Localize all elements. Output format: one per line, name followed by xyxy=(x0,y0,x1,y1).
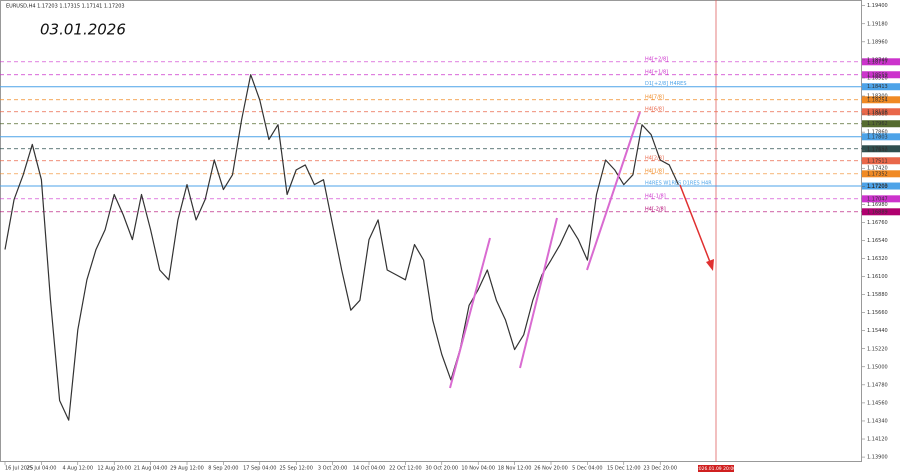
level-price-box xyxy=(862,120,900,128)
level-price-box xyxy=(862,133,900,141)
x-tick-label: 29 Aug 12:00 xyxy=(170,466,204,472)
y-tick-label: 1.13900 xyxy=(867,455,888,461)
y-tick-label: 1.17420 xyxy=(867,166,888,172)
level-price-box xyxy=(862,182,900,190)
forecast-arrow xyxy=(679,184,711,263)
x-tick-label: 3 Oct 20:00 xyxy=(318,466,347,472)
trend-line xyxy=(519,217,558,369)
price-line xyxy=(4,74,679,421)
y-tick-label: 1.18300 xyxy=(867,94,888,100)
level-price-label: 1.17511 xyxy=(867,158,888,164)
y-tick-label: 1.15000 xyxy=(867,364,888,370)
level-label: D1[+2/8] H4RES xyxy=(645,81,687,87)
level-price-label: 1.17962 xyxy=(867,121,888,127)
x-tick-label: 25 Jul 04:00 xyxy=(26,466,56,472)
level-label: H4[-1/8] xyxy=(645,193,666,199)
x-tick-label: 21 Aug 04:00 xyxy=(134,466,168,472)
trend-line xyxy=(586,111,641,271)
level-label: H4[7/8] xyxy=(645,94,664,100)
time-marker-box xyxy=(698,465,734,472)
level-price-box xyxy=(862,96,900,104)
level-label: H4RES W1RES D1RES H4R xyxy=(645,181,712,187)
x-tick-label: 10 Nov 04:00 xyxy=(461,466,495,472)
y-tick-label: 1.15660 xyxy=(867,310,888,316)
y-tick-label: 1.16540 xyxy=(867,238,888,244)
y-tick-label: 1.19400 xyxy=(867,3,888,9)
y-tick-label: 1.18960 xyxy=(867,39,888,45)
y-tick-label: 1.16320 xyxy=(867,256,888,262)
y-tick-label: 1.14560 xyxy=(867,400,888,406)
level-price-box xyxy=(862,195,900,203)
level-label: H4[1/8] xyxy=(645,168,664,174)
y-tick-label: 1.15220 xyxy=(867,346,888,352)
y-tick-label: 1.14120 xyxy=(867,437,888,443)
x-tick-label: 5 Dec 04:00 xyxy=(572,466,602,472)
level-label: H4[+1/8] xyxy=(645,69,668,75)
level-price-box xyxy=(862,71,900,79)
x-tick-label: 17 Sep 04:00 xyxy=(243,466,276,472)
x-tick-label: 4 Aug 12:00 xyxy=(63,466,94,472)
level-price-label: 1.18108 xyxy=(867,109,888,115)
x-tick-label: 26 Nov 20:00 xyxy=(534,466,568,472)
level-price-label: 1.16889 xyxy=(867,209,888,215)
y-tick-label: 1.16100 xyxy=(867,274,888,280)
x-tick-label: 16 Jul 2025 xyxy=(5,466,33,472)
x-tick-label: 15 Dec 12:00 xyxy=(607,466,641,472)
level-price-label: 1.18717 xyxy=(867,59,888,65)
level-price-label: 1.17803 xyxy=(867,134,888,140)
level-price-label: 1.17352 xyxy=(867,171,888,177)
trend-lines xyxy=(449,111,714,389)
x-tick-label: 22 Oct 12:00 xyxy=(389,466,422,472)
levels: H4[+2/8] 1.18717 H4[+1/8] 1.18559 D1[+2/8] H… xyxy=(0,56,900,216)
level-price-label: 1.18413 xyxy=(867,84,888,90)
y-tick-label: 1.17640 xyxy=(867,148,888,154)
x-tick-label: 25 Sep 12:00 xyxy=(280,466,313,472)
level-price-box xyxy=(862,208,900,216)
series xyxy=(4,74,679,421)
y-tick-label: 1.17860 xyxy=(867,130,888,136)
annotation: 03.01.2026 xyxy=(40,21,126,39)
x-tick-label: 23 Dec 20:00 xyxy=(643,466,677,472)
y-tick-label: 1.15440 xyxy=(867,328,888,334)
level-price-box xyxy=(862,58,900,66)
y-tick-label: 1.18520 xyxy=(867,75,888,81)
x-tick-label: 18 Nov 12:00 xyxy=(498,466,532,472)
level-price-label: 1.17203 xyxy=(867,184,888,190)
x-tick-label: 8 Sep 20:00 xyxy=(208,466,238,472)
level-label: H4[2/8] xyxy=(645,155,664,161)
level-label: H4[-2/8] xyxy=(645,206,666,212)
arrow-head xyxy=(706,259,714,271)
y-tick-label: 1.16980 xyxy=(867,202,888,208)
x-tick-label: 14 Oct 04:00 xyxy=(353,466,386,472)
level-label: H4[+2/8] xyxy=(645,56,668,62)
y-tick-label: 1.14780 xyxy=(867,382,888,388)
level-price-label: 1.17047 xyxy=(867,196,888,202)
level-price-label: 1.17657 xyxy=(867,146,888,152)
level-price-box xyxy=(862,157,900,165)
level-price-box xyxy=(862,145,900,153)
x-tick-label: 12 Aug 20:00 xyxy=(97,466,131,472)
level-price-label: 1.18559 xyxy=(867,72,888,78)
plot-frame xyxy=(0,0,862,462)
level-price-box xyxy=(862,108,900,116)
level-price-box xyxy=(862,170,900,178)
price-axis: 1.19400 1.19180 1.18960 1.18740 1.18520 1.183… xyxy=(4,3,888,472)
y-tick-label: 1.16760 xyxy=(867,220,888,226)
x-tick-label: 30 Oct 20:00 xyxy=(425,466,458,472)
time-marker-label: 2026.01.09 20:00 xyxy=(696,466,736,472)
y-tick-label: 1.15880 xyxy=(867,292,888,298)
level-label: H4[6/8] xyxy=(645,106,664,112)
level-price-label: 1.18254 xyxy=(867,97,888,103)
y-tick-label: 1.18080 xyxy=(867,112,888,118)
y-tick-label: 1.18740 xyxy=(867,57,888,63)
header: EURUSD,H4 1.17203 1.17315 1.17141 1.1720… xyxy=(6,4,125,10)
level-price-box xyxy=(862,83,900,91)
y-tick-label: 1.17200 xyxy=(867,184,888,190)
y-tick-label: 1.19180 xyxy=(867,21,888,27)
y-tick-label: 1.14340 xyxy=(867,418,888,424)
trend-line xyxy=(449,237,491,389)
